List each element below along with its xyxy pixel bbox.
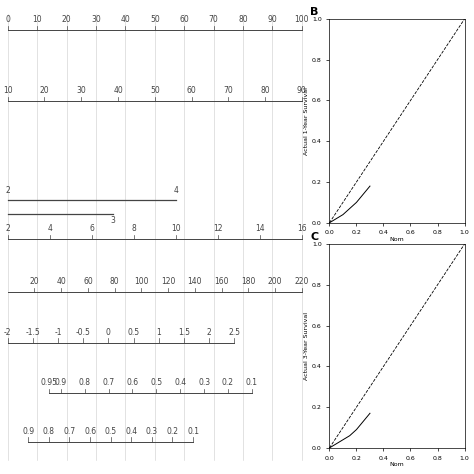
Text: 16: 16 xyxy=(297,224,307,233)
Text: -1: -1 xyxy=(55,328,62,337)
Text: 20: 20 xyxy=(30,277,39,286)
Text: 14: 14 xyxy=(255,224,264,233)
Text: 1: 1 xyxy=(156,328,161,337)
Text: 0.5: 0.5 xyxy=(150,378,163,387)
Text: 0.95: 0.95 xyxy=(40,378,57,387)
Text: 0.9: 0.9 xyxy=(55,378,67,387)
Text: 10: 10 xyxy=(32,15,42,24)
Text: 80: 80 xyxy=(110,277,119,286)
Text: 0.6: 0.6 xyxy=(127,378,138,387)
Text: 0: 0 xyxy=(106,328,111,337)
Text: 0.4: 0.4 xyxy=(174,378,186,387)
Text: 70: 70 xyxy=(223,86,233,95)
Text: 30: 30 xyxy=(91,15,101,24)
Text: 4: 4 xyxy=(173,186,178,195)
Text: 12: 12 xyxy=(213,224,223,233)
Text: 40: 40 xyxy=(120,15,130,24)
Y-axis label: Actual 1-Year Survival: Actual 1-Year Survival xyxy=(304,87,309,155)
Text: 90: 90 xyxy=(268,15,277,24)
Text: 50: 50 xyxy=(150,15,160,24)
Text: 220: 220 xyxy=(295,277,309,286)
Text: 4: 4 xyxy=(47,224,52,233)
Text: 0.2: 0.2 xyxy=(166,427,178,436)
X-axis label: Nom: Nom xyxy=(390,237,404,242)
Text: 40: 40 xyxy=(56,277,66,286)
Text: 0.9: 0.9 xyxy=(22,427,35,436)
Text: 0.4: 0.4 xyxy=(125,427,137,436)
Text: -0.5: -0.5 xyxy=(76,328,91,337)
Text: 0.2: 0.2 xyxy=(222,378,234,387)
Text: 60: 60 xyxy=(83,277,93,286)
Text: 10: 10 xyxy=(3,86,12,95)
Text: 100: 100 xyxy=(295,15,309,24)
Text: C: C xyxy=(310,232,319,242)
Text: 70: 70 xyxy=(209,15,219,24)
Text: 50: 50 xyxy=(150,86,160,95)
Text: 0.8: 0.8 xyxy=(43,427,55,436)
Text: 80: 80 xyxy=(238,15,248,24)
Text: 8: 8 xyxy=(131,224,136,233)
Text: 2: 2 xyxy=(5,186,10,195)
Text: 120: 120 xyxy=(161,277,175,286)
Text: 20: 20 xyxy=(62,15,72,24)
Text: 6: 6 xyxy=(89,224,94,233)
Text: 60: 60 xyxy=(187,86,196,95)
Text: 2: 2 xyxy=(207,328,211,337)
Text: 10: 10 xyxy=(171,224,181,233)
Text: 90: 90 xyxy=(297,86,307,95)
Text: 3: 3 xyxy=(110,216,115,225)
Text: 60: 60 xyxy=(179,15,189,24)
Text: 0.1: 0.1 xyxy=(187,427,199,436)
Text: 0.3: 0.3 xyxy=(198,378,210,387)
Text: 0.5: 0.5 xyxy=(105,427,117,436)
Text: 200: 200 xyxy=(268,277,283,286)
Text: 0.7: 0.7 xyxy=(102,378,115,387)
Text: 180: 180 xyxy=(241,277,255,286)
Text: 30: 30 xyxy=(76,86,86,95)
Text: 20: 20 xyxy=(40,86,49,95)
Text: 0: 0 xyxy=(5,15,10,24)
Y-axis label: Actual 3-Year Survival: Actual 3-Year Survival xyxy=(304,312,309,380)
Text: 140: 140 xyxy=(188,277,202,286)
X-axis label: Nom: Nom xyxy=(390,462,404,467)
Text: 0.7: 0.7 xyxy=(64,427,75,436)
Text: 80: 80 xyxy=(260,86,270,95)
Text: 1.5: 1.5 xyxy=(178,328,190,337)
Text: 0.5: 0.5 xyxy=(128,328,140,337)
Text: 0.1: 0.1 xyxy=(246,378,258,387)
Text: 2: 2 xyxy=(5,224,10,233)
Text: 0.8: 0.8 xyxy=(79,378,91,387)
Text: -2: -2 xyxy=(4,328,11,337)
Text: -1.5: -1.5 xyxy=(26,328,40,337)
Text: B: B xyxy=(310,7,319,17)
Text: 40: 40 xyxy=(113,86,123,95)
Text: 100: 100 xyxy=(134,277,149,286)
Text: 160: 160 xyxy=(214,277,229,286)
Text: 0.6: 0.6 xyxy=(84,427,96,436)
Text: 0.3: 0.3 xyxy=(146,427,158,436)
Text: 2.5: 2.5 xyxy=(228,328,240,337)
